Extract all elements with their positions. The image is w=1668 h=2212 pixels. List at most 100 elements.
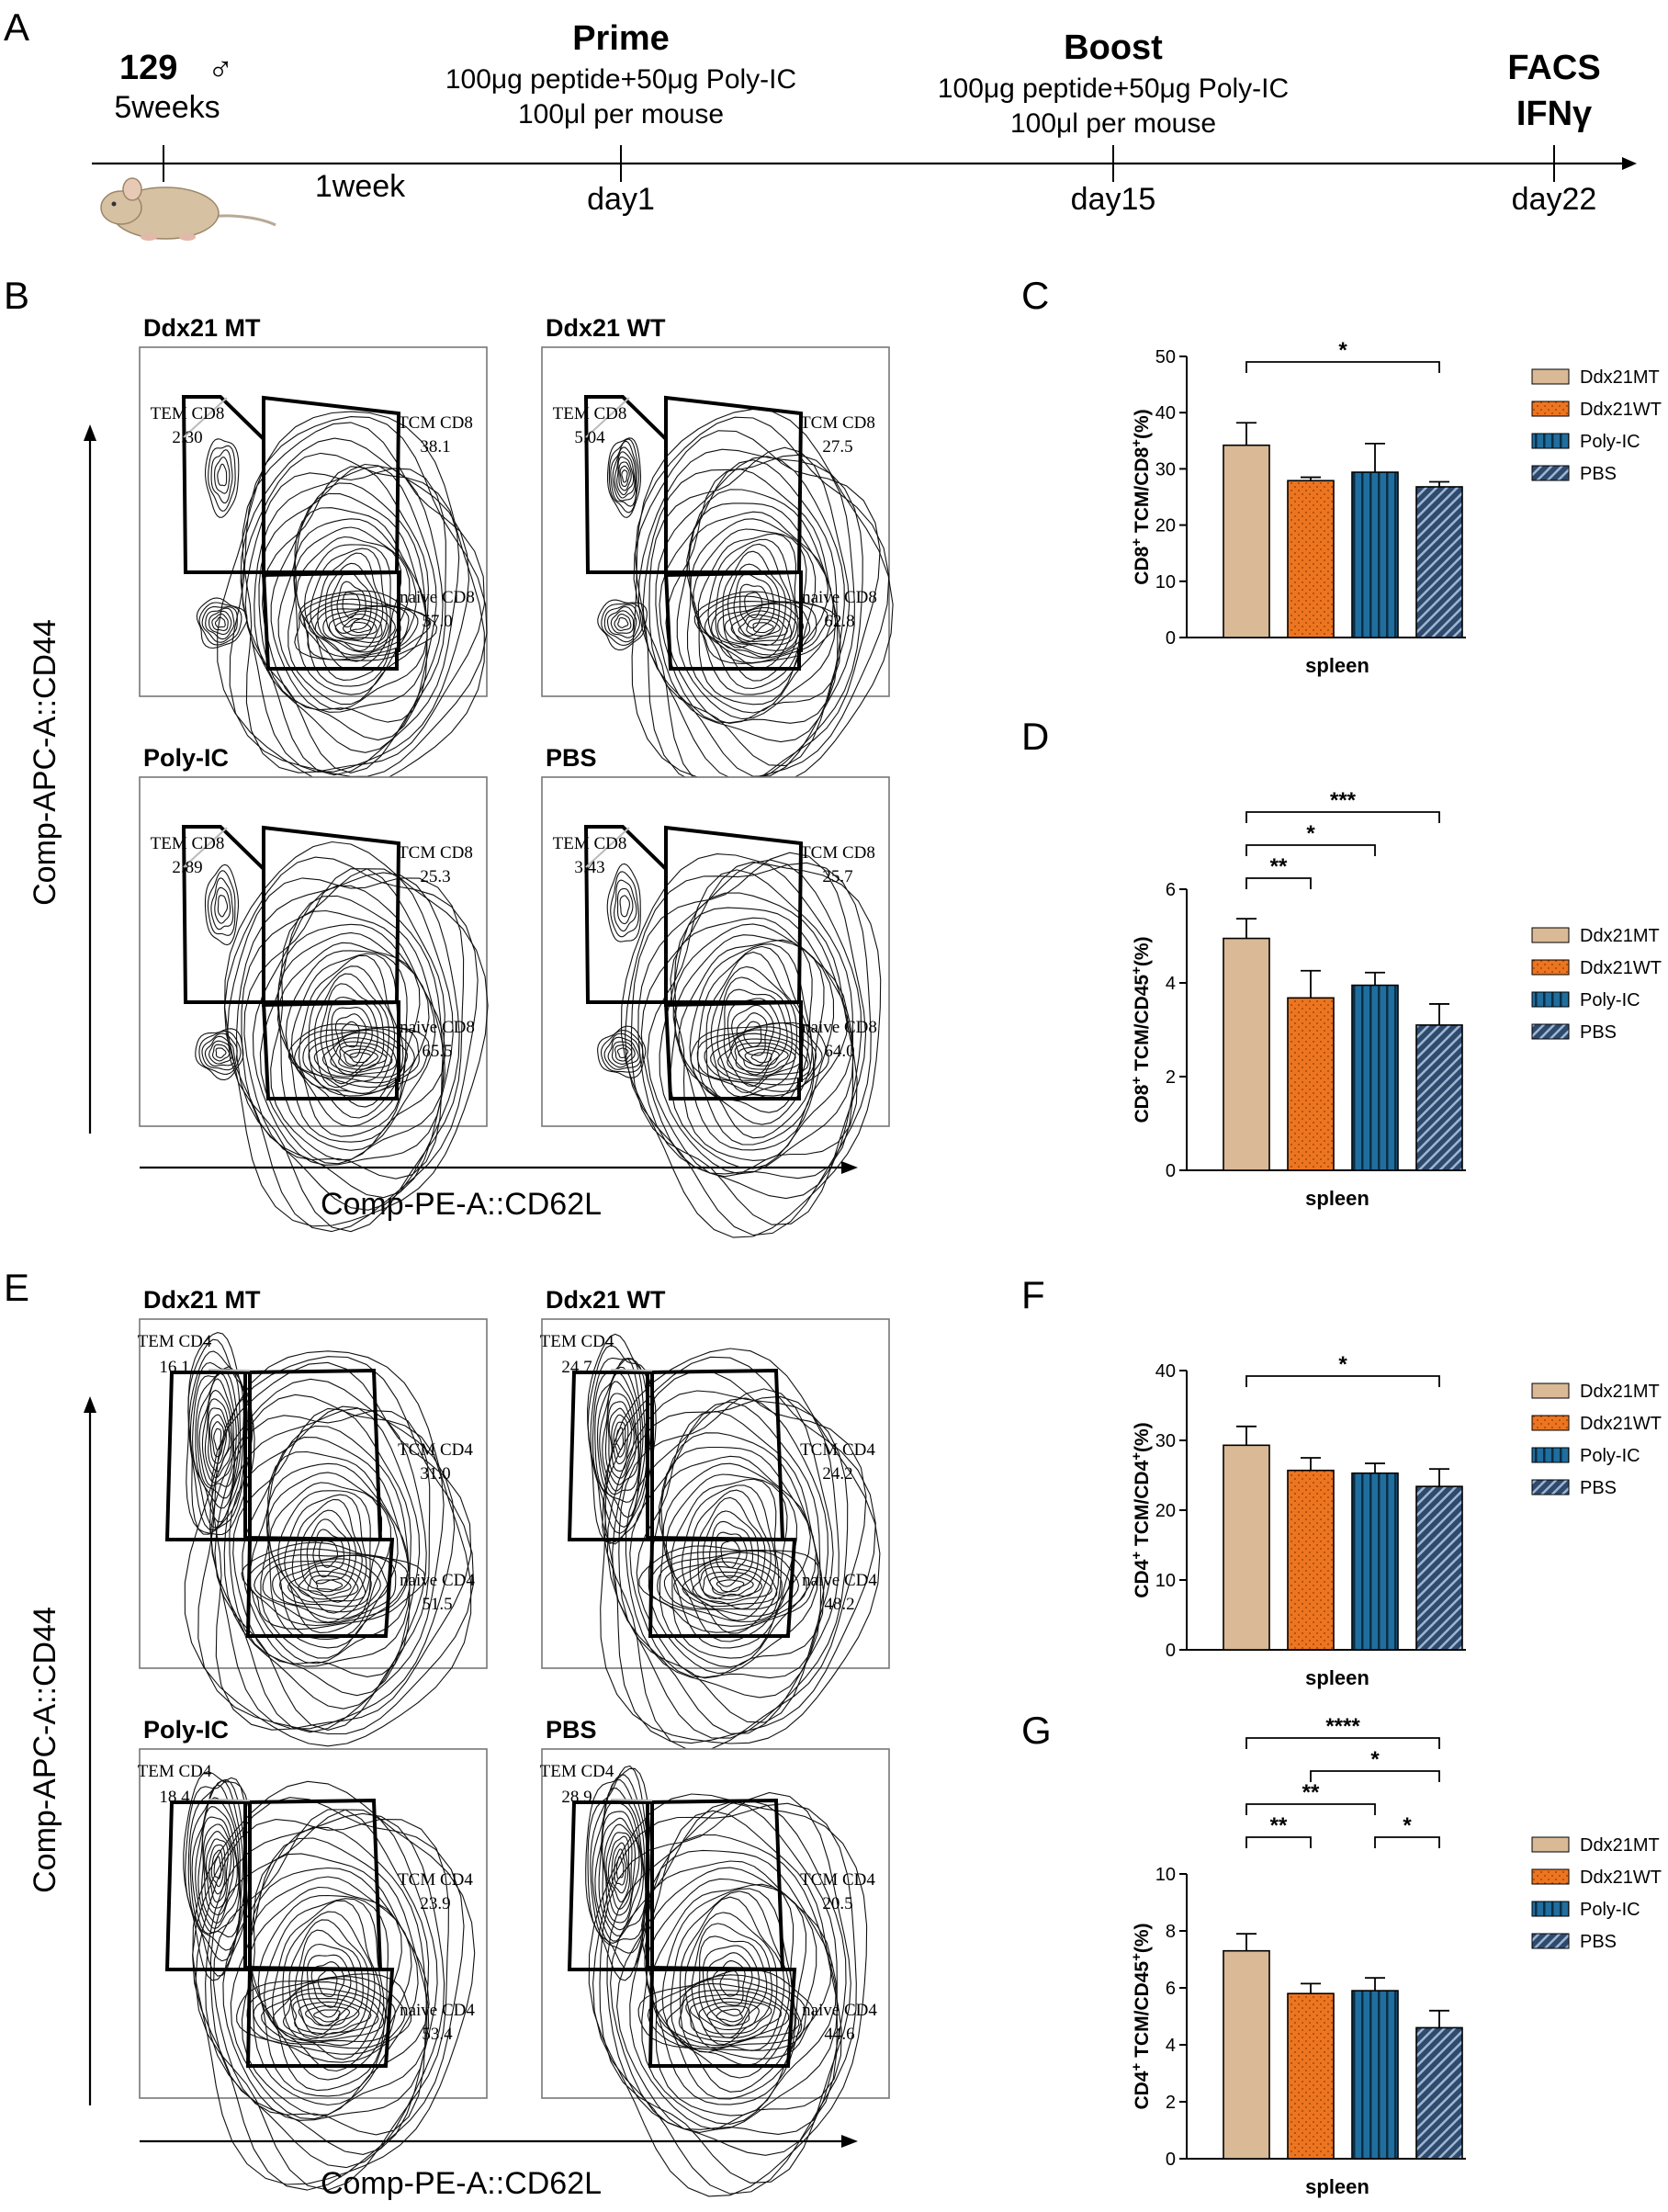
significance-bracket: [1374, 1836, 1440, 1848]
contour-line: [214, 1410, 431, 1731]
contour-line: [310, 547, 388, 662]
tem-value: 2.89: [172, 858, 202, 877]
contour-line: [636, 1410, 825, 1679]
contour-line: [249, 1886, 402, 2092]
y-tick-label: 50: [1155, 347, 1176, 367]
contour-line: [189, 1779, 243, 1951]
contour-line: [201, 1816, 238, 1924]
y-tick-label: 10: [1155, 1865, 1176, 1885]
naive-gate-label: naive CD8: [400, 588, 475, 607]
y-axis-label: CD8+ TCM/CD45+(%): [1129, 936, 1153, 1123]
final-day: day22: [1512, 182, 1597, 217]
contour-line: [614, 451, 636, 499]
tem-gate-label: TEM CD4: [138, 1762, 212, 1781]
contour-line: [592, 1802, 857, 2195]
significance-bracket: [1245, 1803, 1376, 1815]
contour-line: [727, 1038, 802, 1077]
contour-line: [195, 1370, 240, 1509]
contour-line: [618, 461, 632, 491]
contour-line: [600, 1348, 881, 1744]
chart-panel-label: C: [1021, 274, 1049, 317]
y-tick-label: 2: [1166, 2093, 1176, 2113]
contour-line: [640, 861, 854, 1179]
contour-line: [314, 973, 390, 1089]
contour-line: [253, 1978, 396, 2049]
contour-line: [605, 1832, 633, 1910]
contour-line: [205, 438, 240, 518]
naive-gate-label: naive CD4: [400, 2001, 475, 2020]
contour-line: [678, 939, 815, 1139]
contour-line: [204, 1831, 232, 1909]
legend-swatch: [1531, 959, 1570, 976]
naive-value: 62.8: [824, 612, 854, 631]
tcm-gate-label: TCM CD8: [398, 843, 473, 863]
tem-leader: [208, 1369, 251, 1371]
contour-line: [730, 610, 793, 642]
contour-line: [248, 1876, 412, 2097]
contour-line: [232, 1407, 411, 1677]
contour-line: [717, 1033, 809, 1079]
legend-swatch: [1531, 1868, 1570, 1885]
panel-e: E Comp-APC-A::CD44 Comp-PE-A::CD62L Ddx2…: [4, 1266, 890, 2201]
contour-line: [294, 590, 438, 661]
contour-line: [685, 1993, 782, 2038]
contour-line: [349, 621, 372, 634]
y-tick-label: 8: [1166, 1922, 1176, 1942]
naive-value: 57.0: [422, 612, 452, 631]
contour-line: [183, 1771, 252, 1981]
prime-day: day1: [587, 182, 655, 217]
naive-gate: [245, 1968, 395, 2068]
flow-plot: PBS TEM CD4 28.9 TCM CD4 20.5 naive CD4 44.6: [540, 1716, 890, 2197]
contour-line: [720, 1540, 740, 1568]
contour-line: [679, 1896, 785, 2053]
contour-line: [612, 446, 637, 502]
contour-line: [615, 1427, 625, 1450]
contour-line: [715, 1531, 748, 1579]
contour-line: [618, 1388, 834, 1723]
contour-line: [711, 602, 811, 656]
contour-line: [192, 1366, 242, 1523]
contour-line: [603, 604, 641, 643]
contour-line: [606, 437, 642, 518]
contour-line: [588, 1793, 868, 2197]
contour-line: [606, 1800, 847, 2156]
contour-line: [693, 528, 807, 690]
contour-line: [693, 591, 839, 665]
panel-b-label: B: [4, 274, 29, 317]
contour-line: [642, 454, 855, 777]
contour-line: [698, 2002, 760, 2031]
contour-line: [262, 466, 429, 723]
contour-line: [689, 1997, 772, 2035]
legend-swatch: [1531, 1901, 1570, 1917]
panel-e-xlabel: Comp-PE-A::CD62L: [321, 2166, 602, 2201]
contour-line: [619, 465, 630, 487]
contour-line: [214, 616, 226, 628]
significance-bracket: [1245, 877, 1312, 889]
contour-line: [209, 1809, 438, 2155]
contour-line: [197, 1372, 237, 1499]
contour-line: [665, 1473, 788, 1642]
x-axis-label: spleen: [1305, 1666, 1369, 1689]
y-axis-label: CD4+ TCM/CD45+(%): [1129, 1923, 1153, 2109]
contour-line: [710, 965, 798, 1098]
contour-line: [585, 1767, 653, 1981]
panel-a: A 129 ♂ 5weeks 1week Prime 100μg peptide…: [4, 6, 1637, 241]
contour-line: [279, 1561, 372, 1608]
contour-line: [599, 1372, 640, 1495]
contour-line: [644, 1867, 817, 2105]
contour-line: [331, 570, 372, 634]
contour-line: [616, 1047, 629, 1058]
flow-plot: Ddx21 WT TEM CD8 5.04 TCM CD8 27.5 naive CD8 6…: [541, 314, 894, 794]
tem-leader: [183, 397, 228, 438]
contour-line: [611, 1842, 629, 1894]
contour-line: [338, 1045, 388, 1070]
legend-swatch: [1531, 991, 1570, 1008]
contour-line: [303, 598, 419, 658]
significance-label: *: [1306, 821, 1315, 846]
boost-title: Boost: [1064, 28, 1163, 67]
tem-leader: [610, 1369, 653, 1371]
significance-bracket: [1245, 1737, 1440, 1749]
contour-line: [590, 1774, 648, 1954]
contour-line: [608, 1407, 633, 1472]
contour-line: [594, 1788, 647, 1942]
